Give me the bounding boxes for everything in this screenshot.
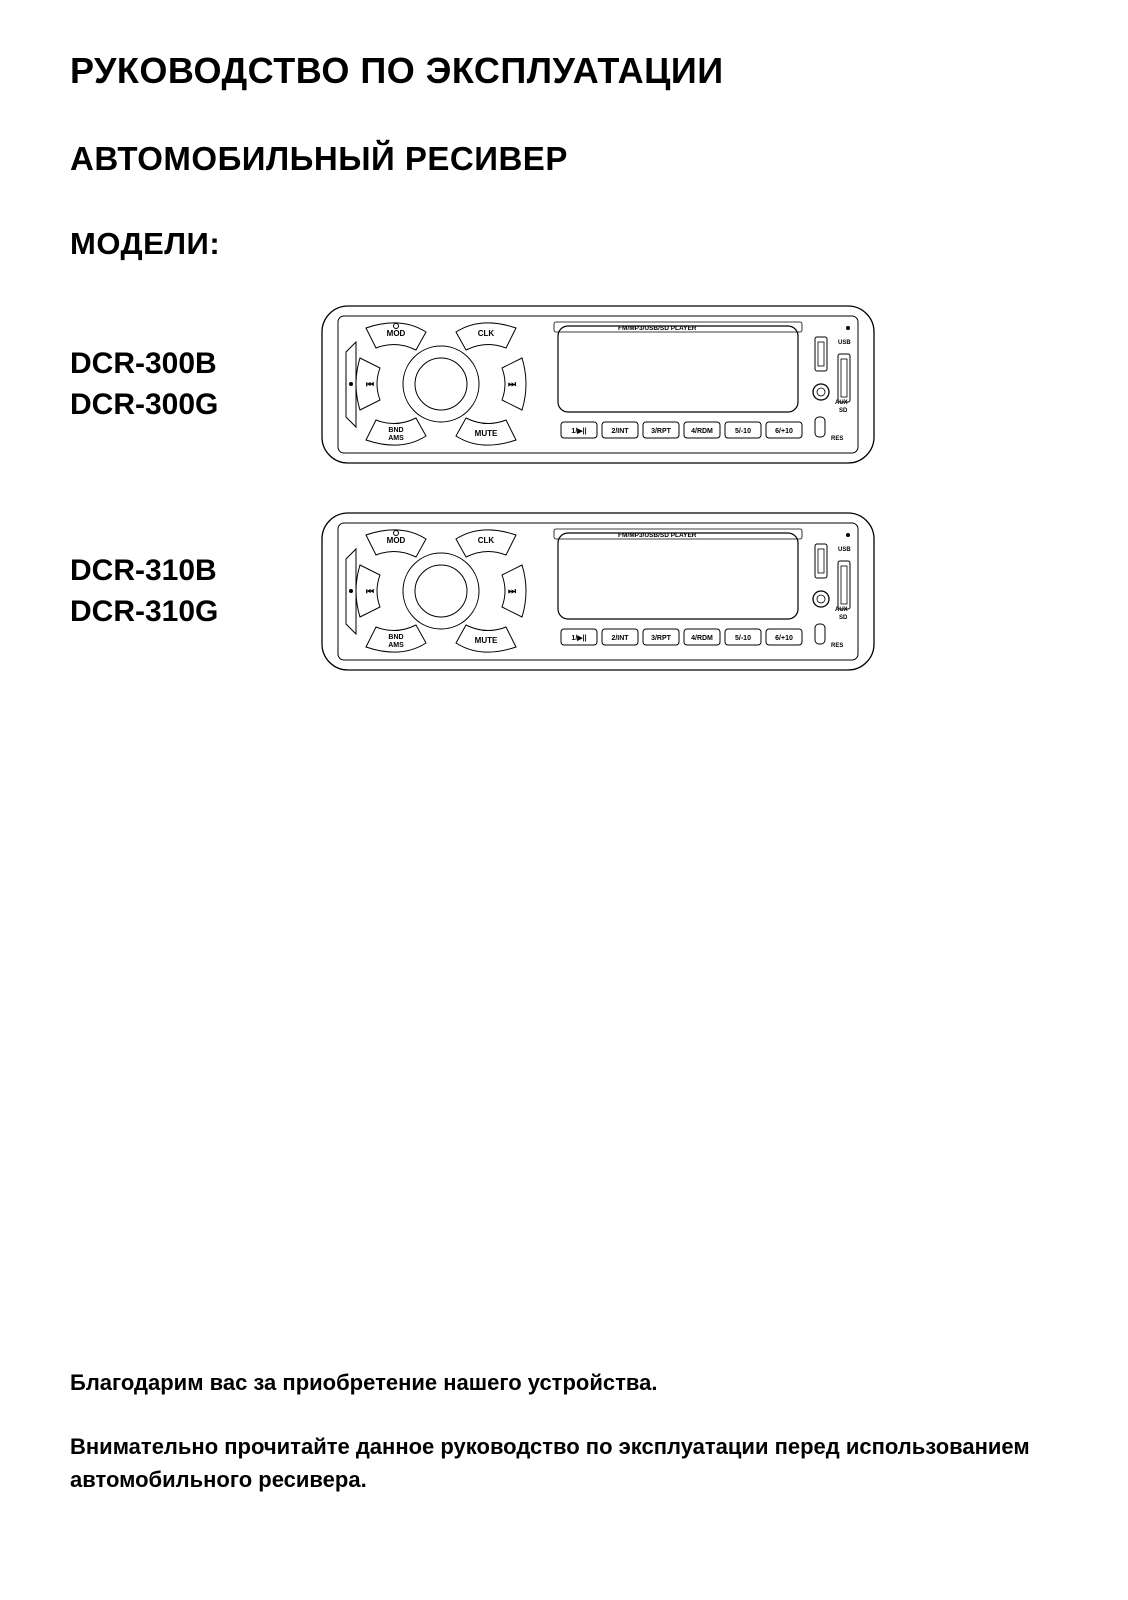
svg-text:6/+10: 6/+10	[775, 635, 793, 642]
svg-text:4/RDM: 4/RDM	[691, 428, 713, 435]
svg-text:⏮: ⏮	[366, 379, 374, 389]
svg-text:1/▶||: 1/▶||	[571, 428, 586, 435]
svg-text:2/INT: 2/INT	[611, 428, 629, 435]
svg-text:⏮: ⏮	[366, 586, 374, 596]
svg-text:⏭: ⏭	[508, 586, 517, 596]
svg-text:SD: SD	[839, 408, 848, 414]
svg-text:FM/MP3/USB/SD PLAYER: FM/MP3/USB/SD PLAYER	[618, 532, 697, 539]
title-line-1: РУКОВОДСТВО ПО ЭКСПЛУАТАЦИИ	[70, 50, 1058, 92]
svg-text:5/-10: 5/-10	[735, 428, 751, 435]
svg-text:MUTE: MUTE	[475, 636, 498, 645]
svg-text:AMS: AMS	[388, 642, 404, 649]
svg-text:MOD: MOD	[387, 329, 406, 338]
svg-text:3/RPT: 3/RPT	[651, 635, 672, 642]
footer-warning: Внимательно прочитайте данное руководств…	[70, 1430, 1058, 1496]
model-1b: DCR-300G	[70, 385, 290, 426]
svg-text:MOD: MOD	[387, 536, 406, 545]
receiver-diagram-1: MOD CLK ⏮ ⏭ BND AMS MUTE FM/MP3/USB/SD P…	[318, 302, 878, 467]
footer-thanks: Благодарим вас за приобретение нашего ус…	[70, 1370, 1058, 1396]
model-2b: DCR-310G	[70, 592, 290, 633]
svg-text:RES: RES	[831, 436, 843, 442]
svg-text:2/INT: 2/INT	[611, 635, 629, 642]
svg-text:AUX: AUX	[835, 607, 848, 613]
svg-text:⏭: ⏭	[508, 379, 517, 389]
model-group-1: DCR-300B DCR-300G MOD CLK ⏮	[70, 302, 1058, 467]
model-group-2: DCR-310B DCR-310G MOD CLK ⏮ ⏭ BND AM	[70, 509, 1058, 674]
svg-text:RES: RES	[831, 643, 843, 649]
svg-text:MUTE: MUTE	[475, 429, 498, 438]
title-line-2: АВТОМОБИЛЬНЫЙ РЕСИВЕР	[70, 140, 1058, 178]
svg-text:AUX: AUX	[835, 400, 848, 406]
title-models: МОДЕЛИ:	[70, 226, 1058, 262]
model-1a: DCR-300B	[70, 344, 290, 385]
svg-text:AMS: AMS	[388, 435, 404, 442]
svg-text:3/RPT: 3/RPT	[651, 428, 672, 435]
svg-text:CLK: CLK	[478, 329, 495, 338]
footer: Благодарим вас за приобретение нашего ус…	[70, 1370, 1058, 1496]
model-names-1: DCR-300B DCR-300G	[70, 344, 290, 425]
svg-text:5/-10: 5/-10	[735, 635, 751, 642]
svg-text:USB: USB	[838, 547, 851, 553]
receiver-diagram-2: MOD CLK ⏮ ⏭ BND AMS MUTE FM/MP3/USB/SD P…	[318, 509, 878, 674]
svg-text:CLK: CLK	[478, 536, 495, 545]
svg-text:4/RDM: 4/RDM	[691, 635, 713, 642]
svg-text:BND: BND	[388, 634, 403, 641]
model-2a: DCR-310B	[70, 551, 290, 592]
svg-text:6/+10: 6/+10	[775, 428, 793, 435]
svg-text:SD: SD	[839, 615, 848, 621]
svg-text:1/▶||: 1/▶||	[571, 635, 586, 642]
svg-text:BND: BND	[388, 427, 403, 434]
model-names-2: DCR-310B DCR-310G	[70, 551, 290, 632]
svg-text:USB: USB	[838, 340, 851, 346]
svg-text:FM/MP3/USB/SD PLAYER: FM/MP3/USB/SD PLAYER	[618, 325, 697, 332]
